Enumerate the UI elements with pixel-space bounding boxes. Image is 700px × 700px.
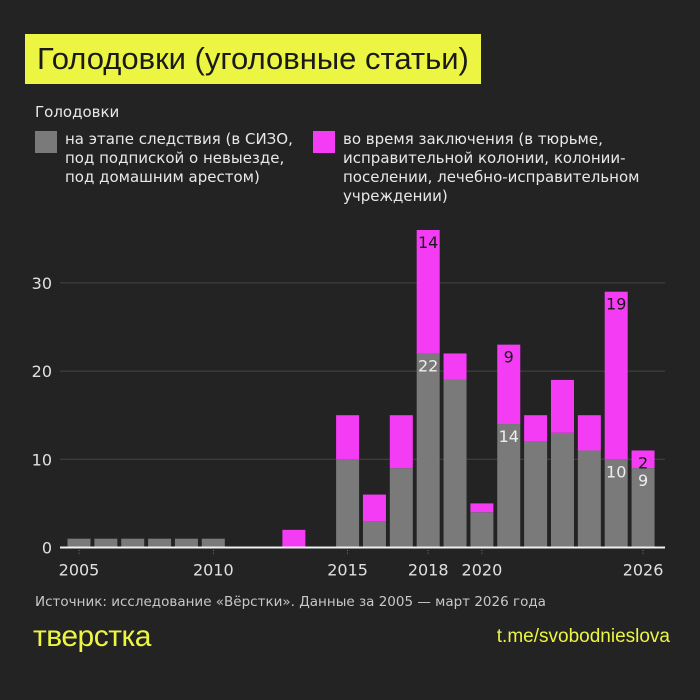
bar-segment-gray: [67, 538, 91, 548]
legend-line: во время заключения (в тюрьме,: [343, 130, 603, 148]
bar-segment-magenta: [604, 291, 628, 460]
y-tick-label: 0: [42, 539, 52, 558]
bar-segment-gray: [389, 468, 413, 548]
bar-segment-magenta: [389, 415, 413, 469]
y-tick-label: 20: [32, 362, 52, 381]
data-label: 9: [638, 471, 648, 490]
bar-segment-gray: [470, 512, 494, 548]
y-tick-label: 30: [32, 274, 52, 293]
bar-segment-magenta: [470, 503, 494, 513]
legend-item-magenta: во время заключения (в тюрьме, исправите…: [313, 130, 639, 206]
x-tick-label: 2020: [462, 561, 503, 580]
bar-segment-gray: [550, 432, 574, 548]
legend-line: под подпиской о невыезде,: [65, 149, 285, 167]
data-label: 19: [606, 295, 626, 314]
data-label: 14: [418, 233, 438, 252]
bar-segment-gray: [362, 521, 386, 548]
bar-segment-magenta: [550, 379, 574, 433]
x-tick-mark: :: [78, 549, 80, 556]
x-tick-label: 2018: [408, 561, 449, 580]
bar-segment-gray: [443, 379, 467, 548]
y-tick-label: 10: [32, 450, 52, 469]
x-tick-mark: :: [481, 549, 483, 556]
bar-segment-gray: [174, 538, 198, 548]
x-tick-mark: :: [212, 549, 214, 556]
x-tick-mark: :: [642, 549, 644, 556]
legend-line: под домашним арестом): [65, 168, 260, 186]
legend-line: исправительной колонии, колонии-: [343, 149, 626, 167]
data-label: 2: [638, 453, 648, 472]
bar-segment-gray: [121, 538, 145, 548]
bar-segment-magenta: [336, 415, 360, 460]
legend-text-gray: на этапе следствия (в СИЗО, под подписко…: [65, 130, 293, 187]
legend-title: Голодовки: [35, 103, 120, 121]
source-note: Источник: исследование «Вёрстки». Данные…: [35, 594, 546, 610]
legend-line: поселении, лечебно-исправительном: [343, 168, 640, 186]
legend-swatch-gray: [35, 131, 57, 153]
bar-segment-gray: [336, 459, 360, 548]
data-label: 22: [418, 356, 438, 375]
bar-segment-gray: [148, 538, 172, 548]
x-tick-label: 2005: [59, 561, 100, 580]
bar-segment-magenta: [497, 344, 521, 425]
x-tick-mark: :: [347, 549, 349, 556]
bar-segment-magenta: [416, 229, 440, 354]
x-tick-mark: :: [427, 549, 429, 556]
data-label: 9: [504, 348, 514, 367]
legend-text-magenta: во время заключения (в тюрьме, исправите…: [343, 130, 639, 206]
legend-item-gray: на этапе следствия (в СИЗО, под подписко…: [35, 130, 293, 187]
bar-segment-magenta: [524, 415, 548, 442]
bar-segment-magenta: [282, 529, 306, 548]
bar-segment-magenta: [577, 415, 601, 451]
x-tick-label: 2010: [193, 561, 234, 580]
legend-line: на этапе следствия (в СИЗО,: [65, 130, 293, 148]
bar-segment-gray: [416, 353, 440, 548]
bar-segment-gray: [497, 424, 521, 548]
bar-segment-gray: [201, 538, 225, 548]
bar-segment-magenta: [443, 353, 467, 380]
title-box: Голодовки (уголовные статьи): [25, 34, 481, 84]
data-label: 10: [606, 462, 626, 481]
bar-segment-magenta: [631, 450, 655, 469]
bar-segment-gray: [524, 441, 548, 548]
bar-segment-gray: [604, 459, 628, 548]
bar-segment-gray: [631, 468, 655, 548]
legend-swatch-magenta: [313, 131, 335, 153]
x-tick-label: 2015: [327, 561, 368, 580]
legend-line: учреждении): [343, 187, 448, 205]
verstka-logo: тверстка: [33, 620, 151, 653]
data-label: 14: [499, 427, 519, 446]
x-tick-label: 2026: [623, 561, 664, 580]
telegram-link[interactable]: t.me/svobodnieslova: [496, 626, 670, 647]
chart-title: Голодовки (уголовные статьи): [37, 41, 469, 76]
bar-segment-gray: [577, 450, 601, 548]
bar-segment-magenta: [362, 494, 386, 522]
bar-segment-gray: [94, 538, 118, 548]
